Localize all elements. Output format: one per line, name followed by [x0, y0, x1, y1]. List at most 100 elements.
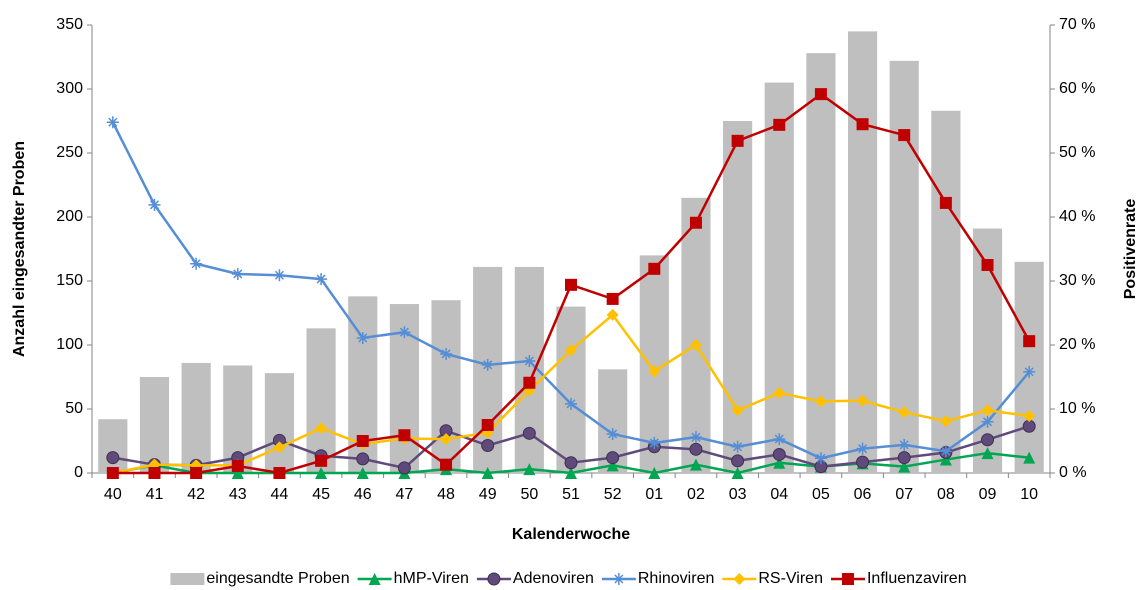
marker [440, 458, 453, 471]
y-tick-label: 150 [56, 272, 83, 289]
marker [939, 196, 952, 209]
marker [606, 292, 619, 305]
bar [681, 197, 711, 474]
marker [856, 118, 869, 131]
marker [440, 347, 453, 360]
marker [731, 440, 744, 453]
marker [356, 331, 369, 344]
x-tick-label: 10 [1020, 486, 1038, 503]
marker [231, 467, 244, 479]
x-tick-label: 07 [895, 486, 913, 503]
marker [273, 467, 286, 479]
marker [523, 355, 536, 367]
x-tick-label: 04 [770, 486, 788, 503]
y2-tick-label: 60 % [1059, 80, 1095, 97]
marker [231, 267, 244, 280]
marker [368, 573, 381, 585]
marker [689, 216, 702, 229]
marker [648, 262, 661, 275]
marker [856, 455, 870, 469]
marker [898, 460, 911, 473]
marker [356, 452, 370, 466]
marker [481, 358, 494, 371]
y-tick-label: 250 [56, 144, 83, 161]
y-tick-label: 0 [74, 464, 83, 481]
x-tick-label: 42 [187, 486, 205, 503]
marker [315, 454, 328, 467]
marker [772, 447, 786, 461]
marker [814, 452, 827, 465]
x-tick-label: 43 [229, 486, 247, 503]
marker [481, 419, 494, 431]
marker [481, 467, 494, 479]
x-tick-label: 03 [729, 486, 747, 503]
x-tick-label: 06 [854, 486, 872, 503]
legend-label: RS-Viren [758, 570, 823, 587]
bar [181, 362, 211, 473]
y2-tick-label: 30 % [1059, 272, 1095, 289]
marker [487, 572, 501, 586]
bar [264, 373, 295, 473]
marker [1023, 335, 1036, 348]
x-tick-label: 44 [271, 486, 289, 503]
marker [315, 467, 328, 479]
legend-label: eingesandte Proben [206, 570, 349, 587]
marker [981, 259, 994, 271]
marker [689, 339, 702, 351]
y2-axis-title: Positivenrate [1122, 199, 1139, 300]
marker [273, 269, 286, 282]
bar [306, 328, 336, 473]
marker [522, 426, 536, 440]
marker [190, 257, 203, 270]
marker [731, 134, 744, 147]
x-tick-label: 40 [104, 486, 122, 503]
marker [731, 404, 744, 417]
marker [648, 467, 661, 479]
marker [523, 463, 536, 476]
marker [814, 395, 827, 408]
marker [481, 438, 495, 452]
marker [315, 422, 328, 435]
marker [273, 441, 286, 454]
marker [1022, 419, 1036, 433]
bar [847, 31, 878, 474]
marker [814, 88, 827, 101]
marker [689, 431, 702, 444]
marker [397, 461, 411, 475]
marker [648, 365, 661, 378]
y2-tick-label: 0 % [1059, 464, 1087, 481]
y2-tick-label: 20 % [1059, 336, 1095, 353]
marker [898, 438, 911, 451]
marker [981, 433, 995, 447]
marker [148, 198, 161, 211]
marker [606, 451, 620, 465]
x-tick-label: 50 [520, 486, 538, 503]
x-tick-label: 49 [479, 486, 497, 503]
marker [606, 427, 619, 440]
marker [356, 467, 369, 479]
bar [764, 82, 794, 473]
marker [731, 467, 744, 479]
marker [981, 404, 994, 417]
y2-tick-label: 10 % [1059, 400, 1095, 417]
x-tick-label: 08 [937, 486, 955, 503]
marker [773, 456, 786, 469]
marker [939, 453, 952, 466]
marker [1023, 451, 1036, 464]
y-tick-label: 350 [56, 16, 83, 33]
x-tick-label: 51 [562, 486, 580, 503]
bar [931, 110, 961, 473]
marker [689, 442, 703, 456]
x-axis-title: Kalenderwoche [512, 526, 630, 543]
marker [1023, 365, 1036, 378]
marker [689, 458, 702, 471]
y2-tick-label: 40 % [1059, 208, 1095, 225]
x-tick-label: 45 [312, 486, 330, 503]
x-tick-label: 46 [354, 486, 372, 503]
marker [981, 415, 994, 428]
x-tick-label: 09 [979, 486, 997, 503]
marker [523, 376, 536, 389]
marker [898, 129, 911, 142]
bar [139, 377, 170, 473]
